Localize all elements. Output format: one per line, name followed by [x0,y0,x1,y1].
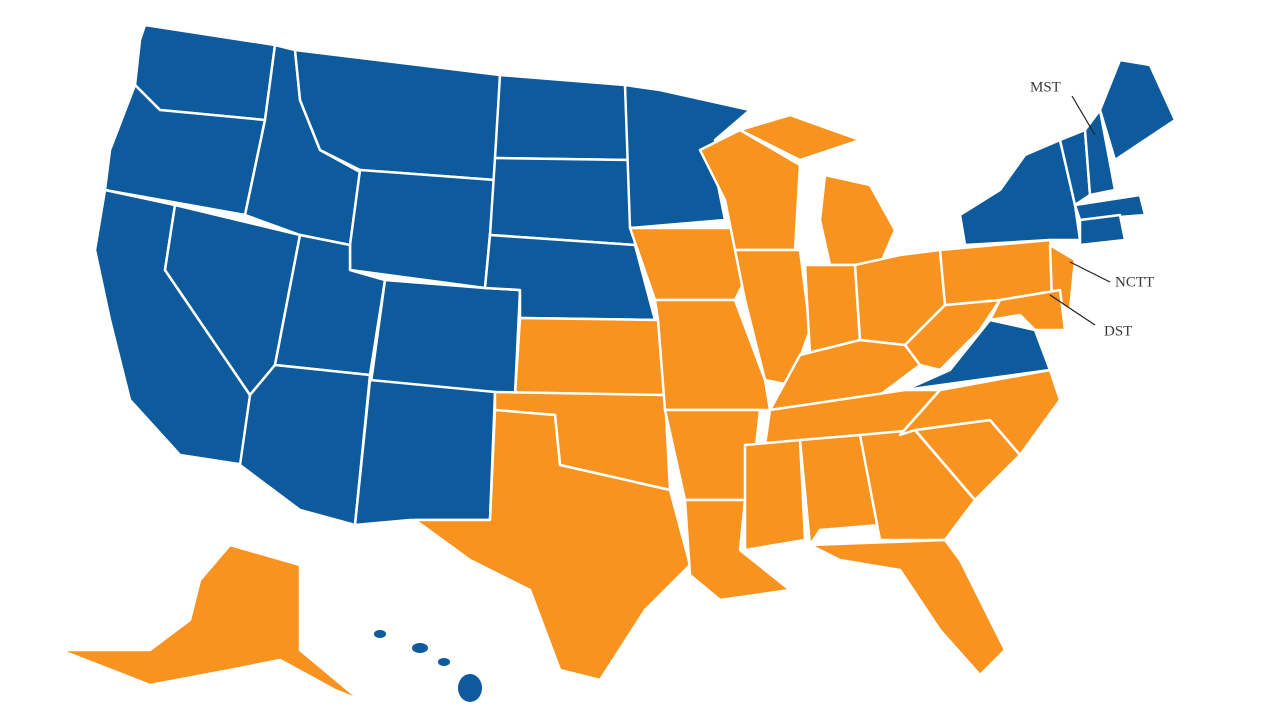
island [412,643,428,653]
state [368,278,522,397]
state [493,73,632,162]
state [513,316,667,397]
state [238,363,372,527]
island [458,674,482,702]
state [1098,58,1177,162]
state [988,288,1067,332]
annotation: DST [1104,323,1132,339]
state [1073,193,1147,222]
leader-line [1049,294,1096,326]
blue-states [93,23,1177,702]
state [818,173,897,267]
leader-line [1069,261,1111,283]
leader-line [1071,95,1096,136]
state [58,543,362,702]
state [958,138,1082,247]
island [374,630,386,638]
state [353,378,497,527]
state [738,113,862,162]
annotation: NCTT [1115,274,1154,290]
state [743,438,807,552]
state [1078,213,1127,247]
state [488,156,637,247]
state [798,433,882,547]
state [348,168,497,290]
state [413,408,692,682]
island [438,658,450,666]
annotation: MST [1030,79,1061,95]
state [898,368,1062,457]
state [808,538,1007,677]
orange-states [58,113,1077,702]
